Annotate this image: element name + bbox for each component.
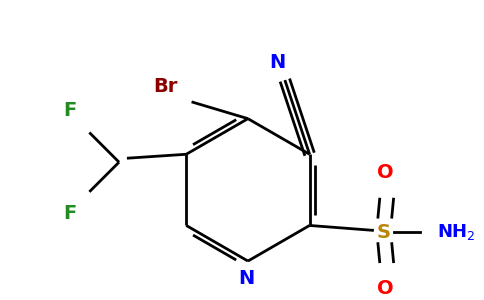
Text: F: F (63, 101, 76, 120)
Text: N: N (269, 53, 285, 72)
Text: N: N (238, 269, 254, 288)
Text: F: F (63, 204, 76, 223)
Text: O: O (378, 279, 394, 298)
Text: S: S (377, 223, 391, 242)
Text: O: O (378, 163, 394, 182)
Text: Br: Br (153, 76, 178, 95)
Text: NH$_2$: NH$_2$ (437, 222, 475, 242)
